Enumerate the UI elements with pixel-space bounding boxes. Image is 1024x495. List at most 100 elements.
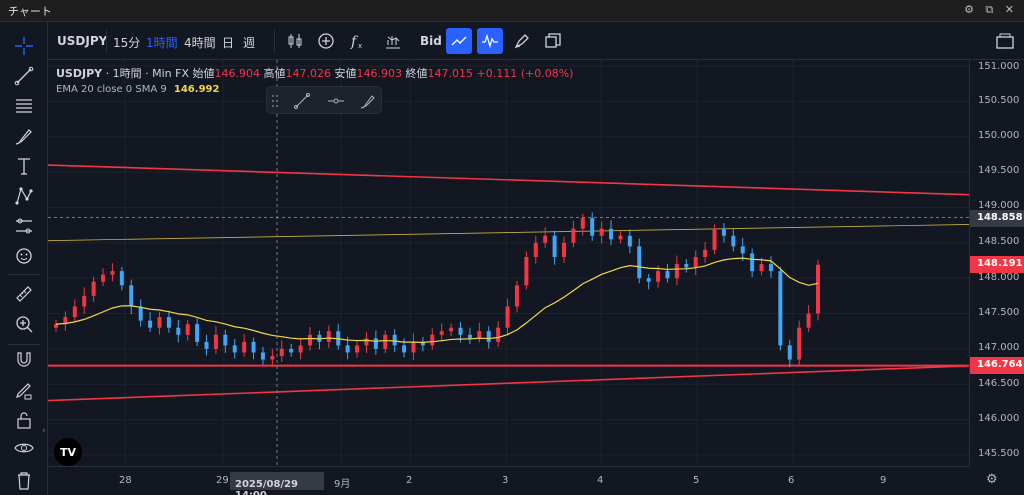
pattern-icon[interactable] bbox=[8, 182, 40, 210]
price-tick: 149.500 bbox=[978, 165, 1020, 176]
crosshair-icon[interactable] bbox=[8, 32, 40, 60]
candle-body bbox=[260, 352, 265, 360]
fib-icon[interactable] bbox=[8, 92, 40, 120]
text-icon[interactable] bbox=[8, 152, 40, 180]
legend-change: +0.111 (+0.08%) bbox=[476, 67, 574, 80]
candle-body bbox=[439, 331, 444, 335]
emoji-icon[interactable] bbox=[8, 242, 40, 270]
candle-body bbox=[514, 285, 519, 307]
time-tick: 2 bbox=[406, 475, 413, 486]
interval-1h[interactable]: 1時間 bbox=[146, 36, 178, 50]
candle-body bbox=[308, 334, 312, 346]
candle-body bbox=[721, 228, 726, 236]
wave-icon[interactable] bbox=[477, 28, 503, 54]
symbol-search-button[interactable]: USDJPY bbox=[57, 34, 108, 48]
crosshair-price-label: 148.858 bbox=[970, 210, 1024, 227]
gear-icon[interactable]: ⚙ bbox=[986, 472, 998, 487]
time-tick: 29 bbox=[216, 475, 229, 486]
price-tick: 146.000 bbox=[978, 413, 1020, 424]
trash-icon[interactable] bbox=[8, 466, 40, 494]
candle-body bbox=[279, 348, 284, 356]
candle-body bbox=[119, 271, 124, 286]
legend-close-label: 終値 bbox=[405, 67, 428, 80]
candle-type-icon[interactable] bbox=[282, 28, 308, 54]
time-tick: 6 bbox=[788, 475, 795, 486]
paint-icon[interactable] bbox=[509, 28, 535, 54]
snapshot-icon[interactable] bbox=[992, 28, 1018, 54]
interval-day[interactable]: 日 bbox=[222, 36, 235, 50]
tradingview-logo[interactable]: TV bbox=[54, 438, 82, 466]
drag-handle-icon[interactable] bbox=[269, 91, 281, 111]
candle-body bbox=[157, 317, 162, 328]
price-source-button[interactable]: Bid bbox=[420, 34, 442, 48]
lock-draw-icon[interactable] bbox=[8, 376, 40, 404]
candle-body bbox=[703, 249, 708, 257]
candle-body bbox=[242, 341, 247, 353]
candle-body bbox=[524, 256, 529, 286]
yellow-trend-line bbox=[48, 224, 969, 242]
candle-body bbox=[195, 324, 200, 342]
candle-body bbox=[674, 264, 679, 279]
magnet-icon[interactable] bbox=[8, 346, 40, 374]
candle-body bbox=[166, 317, 171, 328]
price-tick: 151.000 bbox=[978, 61, 1020, 72]
collapse-toolbar-icon[interactable]: ‹ bbox=[42, 426, 46, 436]
price-axis[interactable]: 151.000 150.500 150.000 149.500 149.000 … bbox=[969, 60, 1024, 466]
candle-body bbox=[383, 334, 388, 349]
layout-icon[interactable] bbox=[540, 28, 566, 54]
candle-body bbox=[54, 324, 58, 328]
candle-body bbox=[533, 242, 538, 257]
line-price-label: 146.764 bbox=[970, 357, 1024, 374]
candle-body bbox=[176, 327, 181, 335]
candle-body bbox=[129, 285, 134, 307]
toolbar-separator bbox=[106, 30, 107, 52]
legend-low-label: 安値 bbox=[334, 67, 357, 80]
interval-15m[interactable]: 15分 bbox=[113, 36, 141, 50]
time-axis[interactable]: 28 29 9月 2 3 4 5 6 9 2025/08/29 14:00 bbox=[48, 466, 969, 495]
trendline-icon[interactable] bbox=[8, 62, 40, 90]
candle-body bbox=[91, 281, 96, 296]
price-tick: 148.000 bbox=[978, 272, 1020, 283]
interval-week[interactable]: 週 bbox=[243, 36, 256, 50]
chart-pane[interactable] bbox=[48, 60, 969, 466]
window-controls[interactable]: ⚙ ⧉ ✕ bbox=[964, 3, 1018, 16]
forecast-icon[interactable] bbox=[8, 212, 40, 240]
candle-body bbox=[590, 218, 595, 236]
indicator-legend[interactable]: EMA 20 close 0 SMA 9 146.992 bbox=[56, 84, 219, 95]
templates-icon[interactable] bbox=[380, 28, 406, 54]
interval-4h[interactable]: 4時間 bbox=[184, 36, 216, 50]
indicator-name: EMA 20 close 0 SMA 9 bbox=[56, 84, 167, 95]
price-tick: 150.000 bbox=[978, 130, 1020, 141]
window-titlebar: チャート ⚙ ⧉ ✕ bbox=[0, 0, 1024, 22]
price-chart[interactable] bbox=[48, 60, 969, 466]
legend-source: Min FX bbox=[152, 67, 189, 80]
eye-icon[interactable] bbox=[8, 434, 40, 462]
ohlc-legend: USDJPY · 1時間 · Min FX 始値146.904 高値147.02… bbox=[56, 67, 574, 80]
candle-body bbox=[580, 218, 585, 229]
candle-body bbox=[82, 295, 87, 307]
candle-body bbox=[787, 345, 792, 360]
float-trendline-icon[interactable] bbox=[291, 91, 313, 111]
price-tick: 145.500 bbox=[978, 448, 1020, 459]
candle-body bbox=[505, 306, 510, 328]
candle-body bbox=[402, 345, 407, 353]
ruler-icon[interactable] bbox=[8, 280, 40, 308]
indicator-value: 146.992 bbox=[173, 84, 220, 95]
line-tool-icon[interactable] bbox=[446, 28, 472, 54]
svg-text:f: f bbox=[350, 34, 359, 50]
candle-body bbox=[72, 306, 77, 318]
last-price-label: 148.191 bbox=[970, 256, 1024, 273]
zoom-icon[interactable] bbox=[8, 310, 40, 338]
lock-icon[interactable] bbox=[8, 406, 40, 434]
candle-body bbox=[731, 235, 736, 247]
candle-body bbox=[232, 345, 237, 353]
brush-icon[interactable] bbox=[8, 122, 40, 150]
candle-body bbox=[562, 242, 566, 257]
float-hline-icon[interactable] bbox=[325, 91, 347, 111]
candle-body bbox=[693, 256, 698, 268]
float-brush-icon[interactable] bbox=[357, 91, 379, 111]
candle-body bbox=[326, 331, 331, 342]
compare-icon[interactable] bbox=[313, 28, 339, 54]
